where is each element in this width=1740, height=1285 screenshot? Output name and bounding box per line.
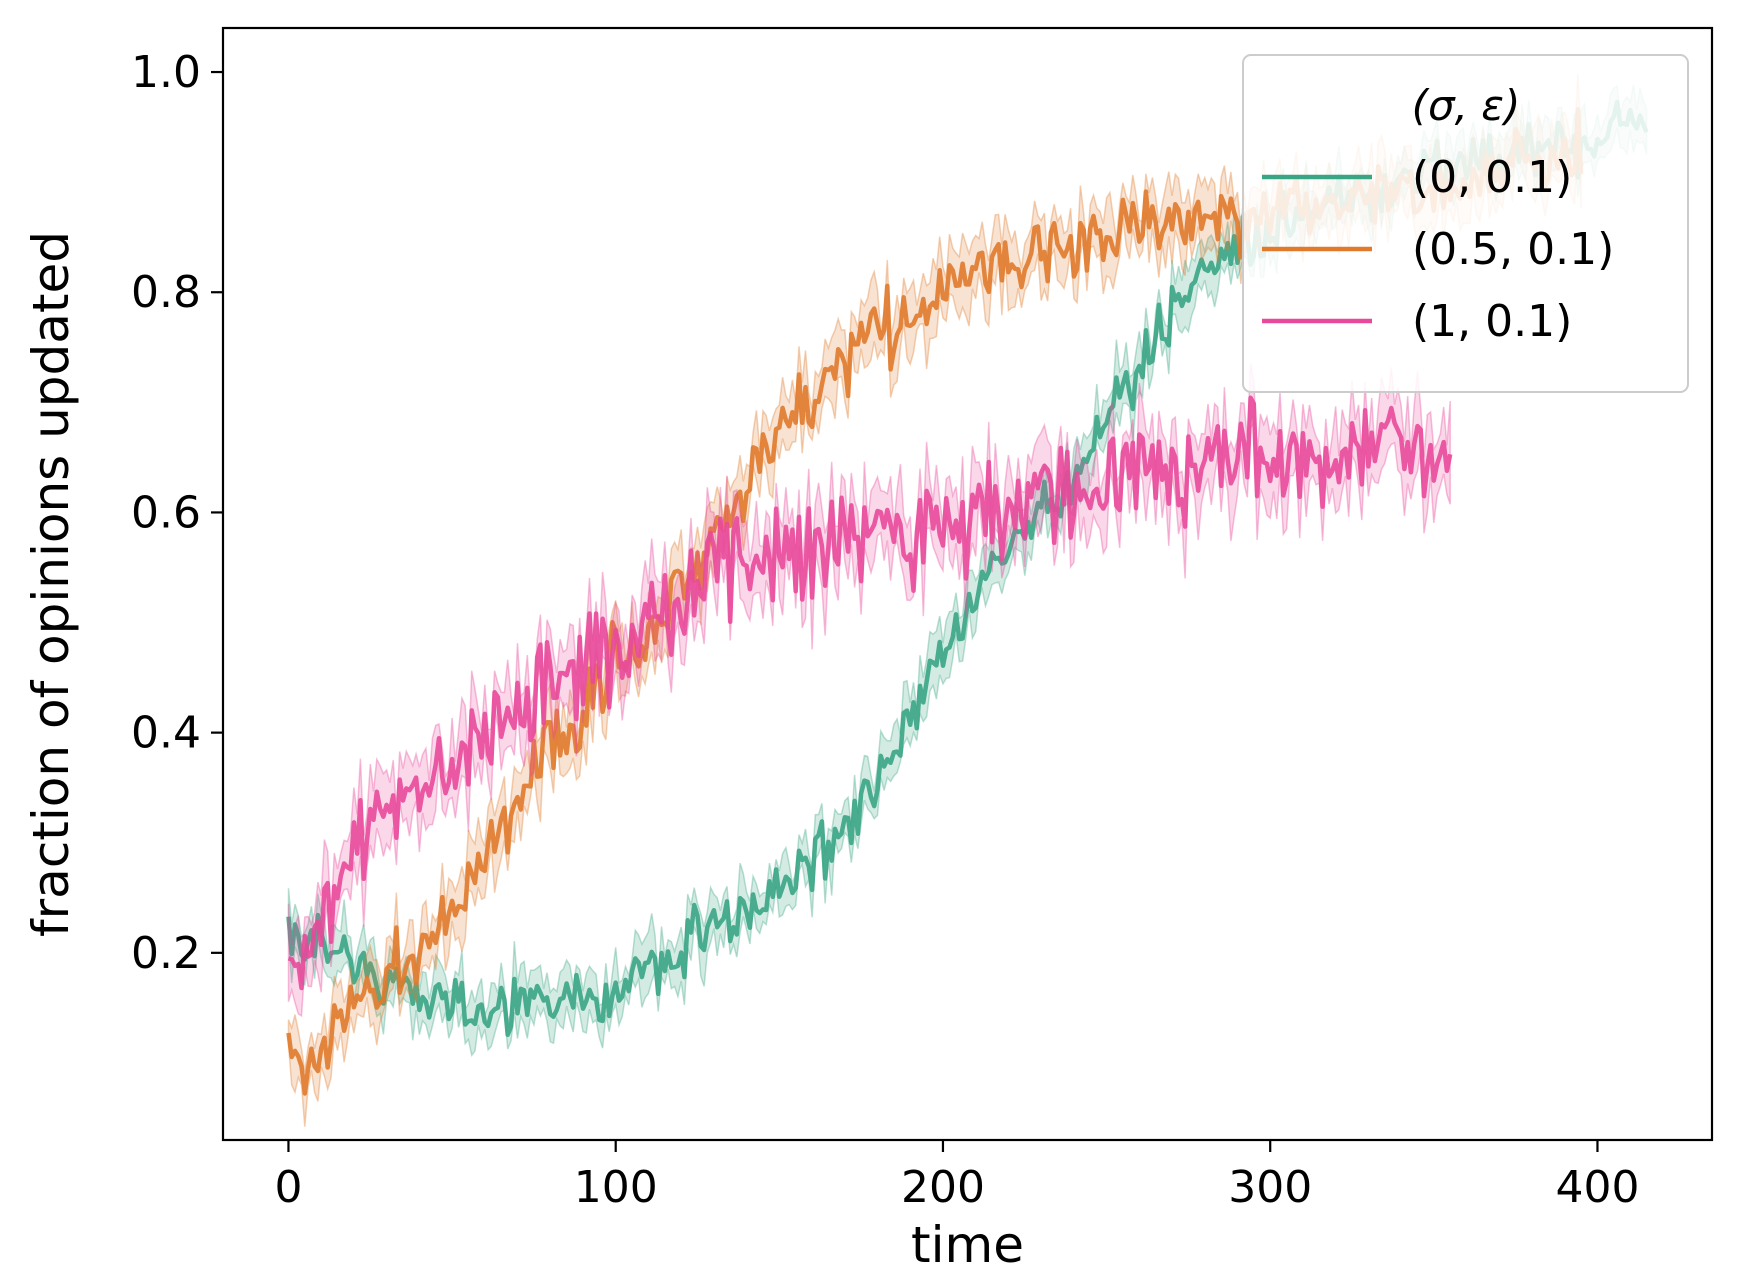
legend: (σ, ε) (0, 0.1) (0.5, 0.1) (1, 0.1) (1242, 54, 1689, 393)
x-tick-label-1: 100 (574, 1162, 658, 1213)
x-axis-label: time (911, 1216, 1024, 1274)
series-group-2 (287, 363, 1453, 1018)
x-tick-label-0: 0 (274, 1162, 302, 1213)
series-line-2 (287, 395, 1453, 991)
legend-title: (σ, ε) (1412, 81, 1521, 130)
legend-box (1242, 54, 1689, 393)
x-axis-ticks: 0 100 200 300 400 (274, 1140, 1639, 1213)
legend-label-1: (0.5, 0.1) (1412, 224, 1614, 275)
series-band-2 (287, 363, 1451, 1018)
x-tick-label-4: 400 (1555, 1162, 1639, 1213)
y-axis-label: fraction of opinions updated (22, 231, 80, 937)
x-tick-label-3: 300 (1228, 1162, 1312, 1213)
y-tick-label-4: 1.0 (131, 47, 201, 98)
legend-label-2: (1, 0.1) (1412, 296, 1572, 347)
plot-frame (221, 26, 1714, 1142)
y-tick-label-2: 0.6 (131, 487, 201, 538)
y-axis-ticks: 0.2 0.4 0.6 0.8 1.0 (131, 47, 223, 979)
y-tick-label-1: 0.4 (131, 708, 201, 759)
y-tick-label-3: 0.8 (131, 267, 201, 318)
y-tick-label-0: 0.2 (131, 928, 201, 979)
legend-items: (0, 0.1) (0.5, 0.1) (1, 0.1) (1262, 152, 1614, 347)
legend-label-0: (0, 0.1) (1412, 152, 1572, 203)
x-tick-label-2: 200 (901, 1162, 985, 1213)
